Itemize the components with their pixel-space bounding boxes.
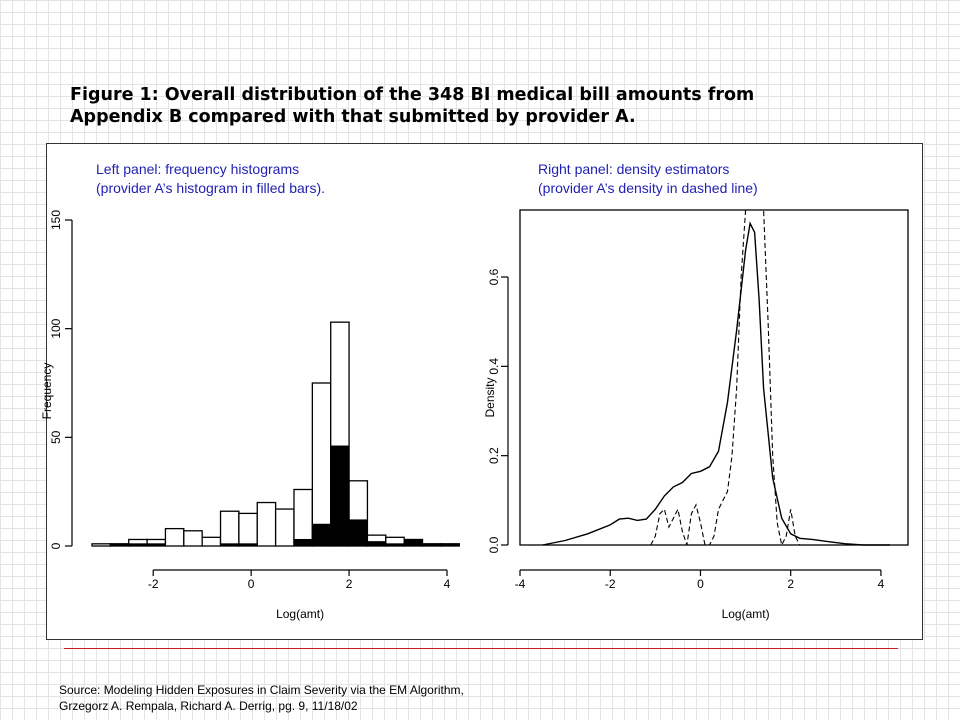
histogram-bar xyxy=(183,530,203,547)
divider-rule xyxy=(64,648,898,649)
histogram-bar xyxy=(238,512,258,547)
figure-title: Figure 1: Overall distribution of the 34… xyxy=(70,84,900,128)
y-tick-label: 0.2 xyxy=(487,447,501,464)
histogram-filled-bar xyxy=(109,543,130,547)
y-tick-label: 150 xyxy=(49,210,63,230)
provider-a-density-line xyxy=(650,209,801,547)
histogram-bar xyxy=(164,527,185,547)
histogram-bar xyxy=(311,382,332,547)
histogram-filled-bar xyxy=(238,543,258,547)
histogram-bar xyxy=(201,536,222,547)
histogram-chart: 0 50 100 150 Frequency -2 0 2 4 Log(amt) xyxy=(40,210,460,621)
source-line1: Source: Modeling Hidden Exposures in Cla… xyxy=(59,683,464,697)
x-tick-label: -2 xyxy=(148,577,159,591)
histogram-bar xyxy=(256,501,277,547)
histogram-filled-bar xyxy=(146,543,166,547)
histogram-filled-bar xyxy=(330,445,350,547)
y-axis-label: Density xyxy=(483,377,497,417)
source-citation: Source: Modeling Hidden Exposures in Cla… xyxy=(59,682,464,714)
y-tick-label: 0 xyxy=(49,542,63,549)
histogram-filled-bar xyxy=(422,543,442,547)
density-chart: 0.0 0.2 0.4 0.6 Density -4 -2 0 2 4 Log(amt) xyxy=(483,209,909,621)
left-caption-line1: Left panel: frequency histograms xyxy=(96,161,300,177)
histogram-filled-bar xyxy=(311,523,332,547)
x-tick-label: 2 xyxy=(787,577,794,591)
histogram-bar xyxy=(219,510,240,547)
histogram-bar xyxy=(293,488,313,547)
right-caption-line1: Right panel: density estimators xyxy=(538,161,730,177)
y-axis-label: Frequency xyxy=(40,363,54,420)
density-plot-frame xyxy=(519,209,909,546)
histogram-bar xyxy=(274,508,295,547)
histogram-filled-bar xyxy=(385,543,405,547)
x-axis-label: Log(amt) xyxy=(722,607,770,621)
x-tick-label: 0 xyxy=(248,577,255,591)
histogram-filled-bar xyxy=(403,538,424,547)
figure-title-line1: Figure 1: Overall distribution of the 34… xyxy=(70,85,755,105)
y-tick-label: 0.4 xyxy=(487,358,501,375)
histogram-filled-bar xyxy=(128,543,148,547)
overall-density-line xyxy=(542,221,890,546)
right-caption-line2: (provider A’s density in dashed line) xyxy=(538,180,758,196)
left-panel-caption: Left panel: frequency histograms (provid… xyxy=(96,160,325,198)
histogram-bar xyxy=(91,543,112,547)
y-tick-label: 0.0 xyxy=(487,536,501,553)
x-tick-label: 4 xyxy=(444,577,451,591)
x-tick-label: -2 xyxy=(605,577,616,591)
y-tick-label: 100 xyxy=(49,318,63,338)
x-tick-label: -4 xyxy=(515,577,526,591)
left-caption-line2: (provider A’s histogram in filled bars). xyxy=(96,180,326,196)
x-axis-label: Log(amt) xyxy=(276,607,324,621)
figure-panel xyxy=(46,143,923,640)
x-tick-label: 0 xyxy=(697,577,704,591)
figure-title-line2: Appendix B compared with that submitted … xyxy=(70,107,636,127)
histogram-filled-bar xyxy=(366,541,387,547)
histogram-filled-bar xyxy=(440,543,460,547)
y-tick-label: 50 xyxy=(49,430,63,444)
histogram-filled-bar xyxy=(293,538,313,547)
histogram-filled-bar xyxy=(348,519,368,547)
histogram-filled-bar xyxy=(220,543,240,547)
y-tick-label: 0.6 xyxy=(487,268,501,285)
source-line2: Grzegorz A. Rempala, Richard A. Derrig, … xyxy=(59,699,358,713)
right-panel-caption: Right panel: density estimators (provide… xyxy=(538,160,758,198)
x-tick-label: 4 xyxy=(878,577,885,591)
x-tick-label: 2 xyxy=(346,577,353,591)
